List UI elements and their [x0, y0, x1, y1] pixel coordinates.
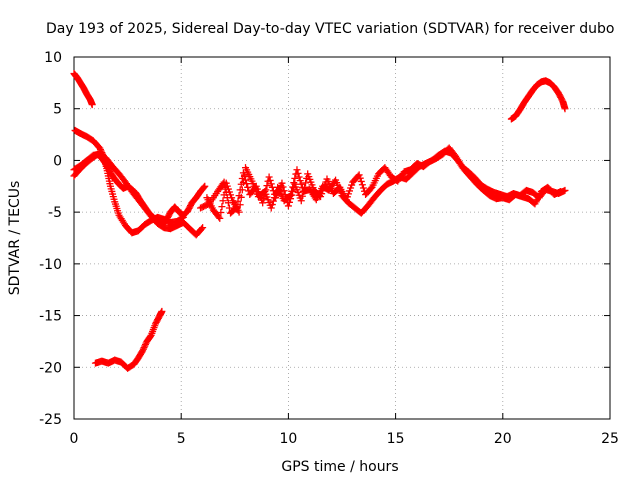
data-point: [285, 198, 293, 206]
data-point: [267, 180, 275, 188]
data-point: [215, 213, 223, 221]
data-point: [140, 344, 148, 352]
data-point: [269, 197, 277, 205]
data-series: [70, 70, 569, 372]
data-point: [199, 224, 207, 232]
y-tick-label: 0: [53, 153, 62, 169]
data-point: [238, 186, 246, 194]
data-point: [158, 307, 166, 315]
data-point: [141, 341, 149, 349]
data-point: [259, 199, 267, 207]
data-point: [96, 144, 104, 152]
data-point: [288, 187, 296, 195]
data-point: [141, 342, 149, 350]
data-point: [237, 193, 245, 201]
x-tick-label: 20: [494, 431, 512, 447]
data-point: [287, 192, 295, 200]
data-point: [263, 182, 271, 190]
data-point: [293, 166, 301, 174]
data-point: [356, 174, 364, 182]
y-tick-label: -25: [39, 412, 62, 428]
grid-lines: [74, 57, 610, 419]
x-tick-label: 25: [601, 431, 619, 447]
data-point: [280, 187, 288, 195]
y-tick-label: -20: [39, 360, 62, 376]
data-point: [561, 186, 569, 194]
series-arc-1: [70, 70, 96, 109]
data-point: [278, 179, 286, 187]
data-point: [235, 208, 243, 216]
y-tick-label: -5: [48, 205, 62, 221]
data-point: [294, 169, 302, 177]
data-point: [239, 178, 247, 186]
x-tick-label: 10: [279, 431, 297, 447]
data-point: [557, 187, 565, 195]
y-tick-label: 5: [53, 102, 62, 118]
data-point: [218, 203, 226, 211]
data-point: [296, 177, 304, 185]
x-axis-label: GPS time / hours: [281, 459, 398, 475]
data-point: [295, 173, 303, 181]
data-point: [298, 192, 306, 200]
x-tick-label: 0: [70, 431, 79, 447]
data-point: [219, 197, 227, 205]
series-arc-4: [70, 150, 207, 239]
data-point: [200, 183, 208, 191]
data-point: [88, 101, 96, 109]
data-point: [358, 181, 366, 189]
data-point: [236, 201, 244, 209]
data-point: [265, 173, 273, 181]
chart-title: Day 193 of 2025, Sidereal Day-to-day VTE…: [46, 21, 614, 37]
x-tick-label: 15: [387, 431, 405, 447]
data-point: [198, 225, 206, 233]
y-tick-label: -15: [39, 309, 62, 325]
axis-ticks: [73, 56, 611, 420]
x-tick-labels: 0 5 10 15 20 25: [70, 431, 619, 447]
data-point: [225, 204, 233, 212]
series-arc-8: [507, 77, 569, 123]
data-point: [284, 202, 292, 210]
data-point: [357, 177, 365, 185]
y-axis-label: SDTVAR / TECUs: [7, 181, 23, 296]
data-point: [267, 204, 275, 212]
series-arc-5: [91, 307, 166, 372]
y-tick-label: 10: [44, 50, 62, 66]
data-point: [289, 183, 297, 191]
data-point: [285, 192, 293, 200]
data-point: [243, 180, 251, 188]
data-point: [291, 174, 299, 182]
data-point: [216, 214, 224, 222]
data-point: [270, 194, 278, 202]
data-point: [244, 183, 252, 191]
data-point: [561, 105, 569, 113]
data-point: [201, 182, 209, 190]
y-tick-label: -10: [39, 257, 62, 273]
plot-frame: [73, 56, 611, 420]
y-tick-labels: 10 5 0 -5 -10 -15 -20 -25: [39, 50, 62, 428]
data-point: [297, 180, 305, 188]
data-point: [139, 345, 147, 353]
data-point: [139, 347, 147, 355]
data-point: [268, 201, 276, 209]
data-point: [260, 195, 268, 203]
data-point: [266, 176, 274, 184]
data-point: [359, 184, 367, 192]
data-point: [297, 197, 305, 205]
data-point: [217, 208, 225, 216]
x-tick-label: 5: [177, 431, 186, 447]
data-point: [302, 179, 310, 187]
data-point: [355, 171, 363, 179]
series-arc-7: [203, 147, 565, 222]
data-point: [220, 191, 228, 199]
data-point: [290, 179, 298, 187]
